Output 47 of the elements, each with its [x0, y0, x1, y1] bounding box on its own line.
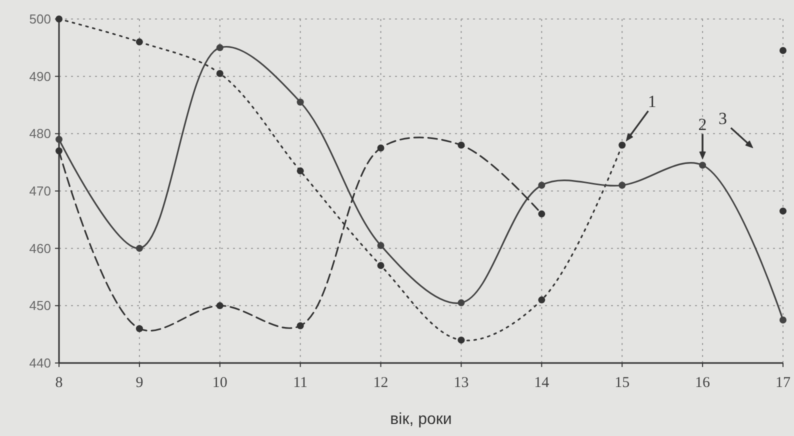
point [216, 70, 224, 77]
x-tick-label: 13 [454, 375, 469, 391]
y-tick-label: 450 [29, 298, 51, 314]
point [136, 244, 143, 252]
point [136, 38, 143, 46]
x-tick-label: 16 [695, 375, 711, 391]
point [618, 142, 626, 149]
point [216, 44, 224, 52]
point [538, 296, 546, 304]
point [56, 136, 62, 143]
point [780, 47, 786, 54]
point [458, 142, 465, 149]
x-tick-label: 15 [614, 375, 630, 391]
point [377, 242, 384, 249]
x-tick-label: 17 [776, 375, 791, 391]
x-tick-label: 14 [534, 375, 550, 391]
point [538, 210, 546, 218]
point [538, 182, 546, 189]
point [699, 162, 706, 169]
point [296, 98, 304, 106]
point [216, 302, 224, 310]
annotation: 2 [698, 115, 707, 134]
point [780, 316, 786, 324]
point [458, 299, 465, 306]
x-tick-label: 10 [212, 375, 228, 391]
x-tick-label: 11 [293, 375, 308, 391]
y-tick-label: 460 [29, 240, 51, 256]
point [618, 182, 626, 189]
y-tick-label: 440 [29, 356, 51, 371]
point [56, 147, 62, 154]
y-tick-label: 470 [29, 184, 51, 199]
y-tick-label: 490 [29, 68, 51, 84]
point [296, 167, 304, 174]
x-tick-label: 12 [373, 375, 388, 391]
point [780, 208, 786, 215]
annotation: 3 [718, 109, 727, 128]
annotation: 1 [648, 92, 656, 112]
point [377, 144, 384, 152]
x-tick-label: 9 [136, 375, 144, 391]
x-tick-label: 8 [55, 375, 63, 391]
point [296, 322, 304, 330]
x-axis-title: вік, роки [390, 411, 452, 428]
y-tick-label: 480 [29, 126, 51, 142]
y-tick-label: 500 [29, 12, 51, 27]
point [377, 262, 384, 270]
point [136, 325, 143, 332]
point [458, 336, 465, 344]
